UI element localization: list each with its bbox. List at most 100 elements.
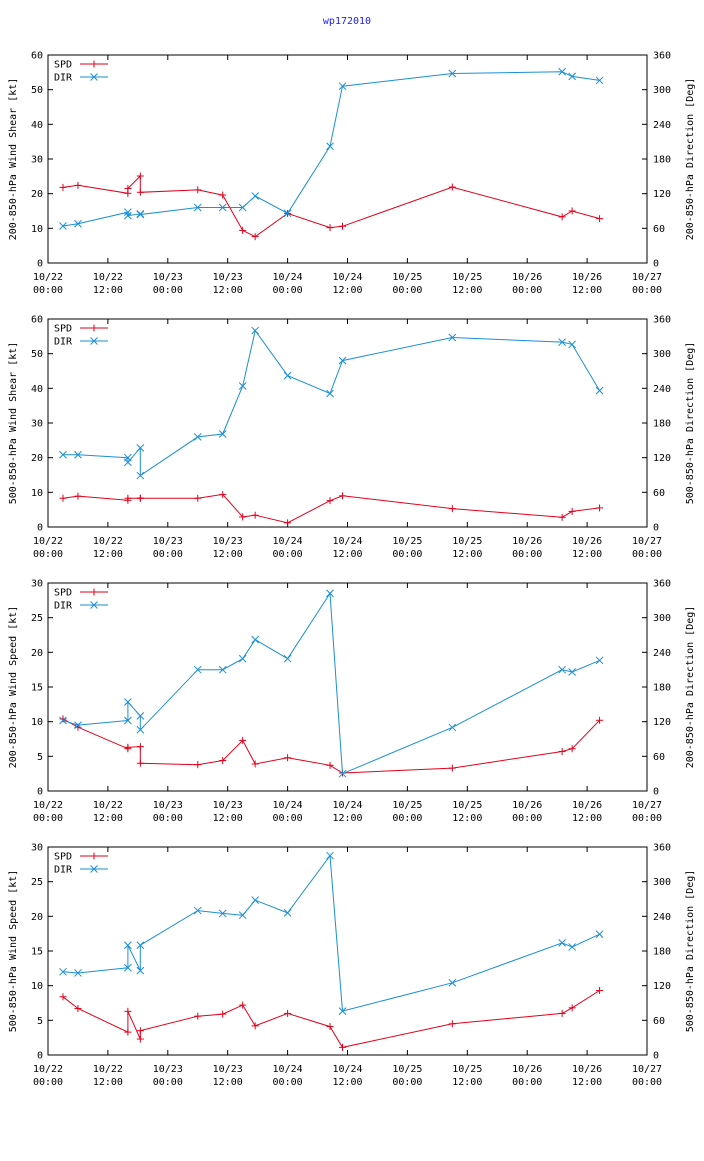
chart-panel-2: 0 10 20 30 40 50 60 0 60 120 180 240 300 360 10/22 00:0… bbox=[8, 315, 696, 561]
legend-entry-dir: DIR bbox=[54, 865, 108, 876]
chart-panel-1: 0 10 20 30 40 50 60 0 60 120 180 240 300 360 10/22 00:0… bbox=[8, 51, 696, 297]
marker-stroke bbox=[124, 963, 132, 972]
legend-marker bbox=[90, 588, 98, 596]
y-left-tick-label: 40 bbox=[31, 384, 43, 395]
data-point-dir bbox=[448, 978, 457, 987]
x-tick-date-label: 10/24 bbox=[273, 800, 303, 811]
data-point-dir bbox=[326, 851, 334, 860]
marker-stroke bbox=[74, 450, 82, 459]
data-point-dir bbox=[238, 203, 247, 212]
data-point-dir bbox=[74, 969, 82, 977]
data-point-spd bbox=[74, 492, 82, 500]
y-left-tick-label: 10 bbox=[31, 981, 43, 992]
marker-stroke bbox=[238, 911, 247, 920]
data-point-spd bbox=[136, 1035, 144, 1043]
data-point-spd bbox=[219, 191, 227, 199]
x-tick-date-label: 10/27 bbox=[632, 272, 662, 283]
x-tick-time-label: 12:00 bbox=[572, 285, 602, 296]
data-point-spd bbox=[124, 184, 132, 192]
plot-frame bbox=[47, 846, 648, 1056]
marker-stroke bbox=[124, 941, 132, 950]
data-point-dir bbox=[568, 668, 576, 676]
y-right-tick-label: 0 bbox=[653, 259, 659, 270]
data-point-dir bbox=[448, 333, 457, 342]
y-right-tick-label: 60 bbox=[653, 752, 665, 763]
x-tick-time-label: 00:00 bbox=[512, 813, 542, 824]
legend-label: SPD bbox=[54, 588, 72, 599]
data-point-spd bbox=[239, 736, 247, 744]
y-right-tick-label: 60 bbox=[653, 488, 665, 499]
data-point-dir bbox=[136, 725, 145, 734]
marker-stroke bbox=[338, 1007, 347, 1015]
y-right-tick-label: 240 bbox=[653, 120, 671, 131]
data-point-dir bbox=[595, 656, 604, 665]
x-tick-time-label: 12:00 bbox=[93, 549, 123, 560]
data-point-spd bbox=[568, 207, 576, 215]
x-tick-date-label: 10/25 bbox=[452, 800, 482, 811]
y-right-tick-label: 180 bbox=[653, 155, 671, 166]
x-tick-time-label: 12:00 bbox=[93, 1077, 123, 1088]
y-left-tick-label: 5 bbox=[37, 1016, 43, 1027]
x-tick-date-label: 10/23 bbox=[213, 536, 243, 547]
marker-stroke bbox=[193, 906, 202, 915]
x-tick-date-label: 10/25 bbox=[392, 536, 422, 547]
x-tick-date-label: 10/24 bbox=[332, 800, 362, 811]
x-tick-date-label: 10/25 bbox=[392, 272, 422, 283]
data-point-dir bbox=[595, 386, 604, 395]
y-right-tick-label: 300 bbox=[653, 349, 671, 360]
data-point-dir bbox=[558, 67, 566, 76]
data-point-spd bbox=[284, 754, 292, 762]
data-point-dir bbox=[59, 716, 67, 725]
y-left-axis-label: 500-850-hPa Wind Shear [kt] bbox=[8, 342, 19, 505]
y-right-tick-label: 60 bbox=[653, 224, 665, 235]
data-point-dir bbox=[218, 430, 227, 438]
data-point-spd bbox=[558, 513, 566, 521]
marker-stroke bbox=[193, 203, 202, 212]
x-tick-time-label: 12:00 bbox=[332, 813, 362, 824]
data-point-dir bbox=[218, 909, 227, 918]
marker-stroke bbox=[59, 716, 67, 725]
x-tick-time-label: 00:00 bbox=[33, 285, 63, 296]
x-tick-date-label: 10/22 bbox=[93, 272, 123, 283]
y-right-axis-label: 200-850-hPa Direction [Deg] bbox=[685, 78, 696, 241]
marker-stroke bbox=[218, 203, 227, 212]
legend-entry-dir: DIR bbox=[54, 73, 108, 84]
x-tick-time-label: 12:00 bbox=[332, 549, 362, 560]
marker-stroke bbox=[595, 76, 604, 85]
data-point-dir bbox=[283, 654, 292, 663]
data-point-spd bbox=[124, 743, 132, 751]
data-point-spd bbox=[339, 222, 347, 230]
data-point-dir bbox=[124, 211, 132, 220]
x-tick-date-label: 10/26 bbox=[572, 800, 602, 811]
marker-stroke bbox=[558, 939, 566, 947]
legend-marker bbox=[90, 601, 98, 609]
y-left-tick-label: 25 bbox=[31, 613, 43, 624]
data-point-dir bbox=[568, 72, 576, 81]
data-point-dir bbox=[326, 142, 334, 151]
marker-stroke bbox=[326, 851, 334, 860]
x-tick-date-label: 10/24 bbox=[273, 1064, 303, 1075]
data-point-spd bbox=[326, 497, 334, 505]
x-tick-time-label: 00:00 bbox=[392, 1077, 422, 1088]
data-point-dir bbox=[283, 209, 292, 218]
data-point-dir bbox=[251, 635, 260, 644]
data-point-dir bbox=[251, 326, 260, 335]
marker-stroke bbox=[595, 386, 604, 395]
x-tick-time-label: 00:00 bbox=[273, 813, 303, 824]
y-left-tick-label: 5 bbox=[37, 752, 43, 763]
y-left-tick-label: 15 bbox=[31, 683, 43, 694]
legend-entry-spd: SPD bbox=[54, 60, 108, 71]
marker-stroke bbox=[568, 340, 576, 349]
data-point-spd bbox=[194, 1012, 202, 1020]
data-point-dir bbox=[326, 589, 334, 598]
marker-stroke bbox=[251, 896, 260, 905]
data-point-dir bbox=[238, 911, 247, 920]
y-right-tick-label: 0 bbox=[653, 787, 659, 798]
marker-stroke bbox=[448, 978, 457, 987]
data-point-spd bbox=[448, 505, 456, 513]
data-point-dir bbox=[74, 721, 82, 729]
marker-stroke bbox=[124, 208, 132, 217]
marker-stroke bbox=[568, 943, 576, 951]
legend-label: SPD bbox=[54, 852, 72, 863]
